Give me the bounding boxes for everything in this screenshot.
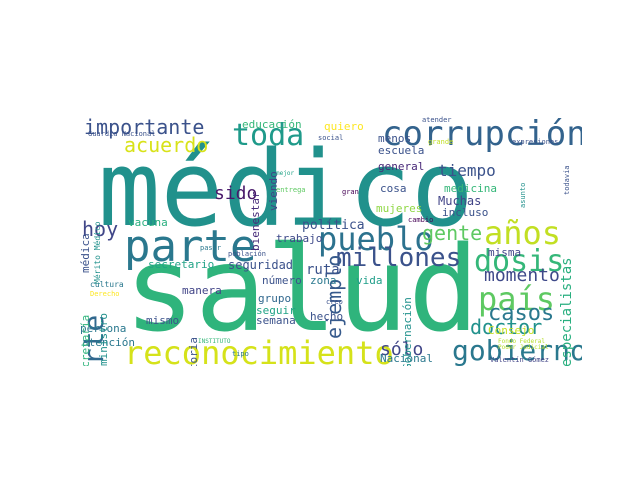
word-guardia-nacional: Guardia Nacional: [88, 130, 156, 138]
word-tipo: tipo: [232, 350, 249, 358]
word-medico: médico: [98, 128, 474, 250]
word-doctor: doctor: [470, 315, 543, 339]
word-pueblo: pueblo: [318, 220, 434, 258]
word-momento: momento: [484, 265, 560, 286]
word-creo: creo: [326, 298, 343, 306]
word-poblacion: población: [228, 250, 266, 258]
word-sido: sido: [214, 183, 258, 204]
word-numero: número: [262, 274, 302, 287]
word-gobernacion: Gobernación: [401, 297, 414, 366]
word-cosa: cosa: [380, 182, 407, 195]
word-mismo: mismo: [146, 314, 180, 327]
word-cloud: médico salud parte reconocimiento corrup…: [80, 115, 582, 366]
word-seguridad: seguridad: [228, 258, 294, 272]
word-social: social: [318, 134, 344, 142]
word-grande: grande: [428, 138, 454, 146]
word-vida: vida: [356, 274, 383, 287]
word-derecho: Derecho: [90, 290, 120, 298]
word-salud: salud: [124, 220, 480, 358]
word-dosis: dosis: [474, 244, 565, 279]
word-semana: semana: [256, 314, 296, 327]
word-reconocimiento: reconocimiento: [124, 334, 394, 366]
word-grupo: grupo: [258, 292, 292, 305]
word-todavia: todavía: [563, 165, 571, 195]
word-secretaria: Secretaría: [80, 314, 92, 366]
word-misma: misma: [488, 246, 522, 259]
word-hecho: hecho: [310, 310, 344, 323]
word-secretario: secretario: [148, 258, 215, 271]
word-pais: país: [478, 280, 556, 318]
word-medicina: medicina: [444, 182, 497, 195]
word-atencion: atención: [82, 336, 135, 349]
word-cultura: cultura: [90, 280, 124, 289]
word-quiero: quiero: [324, 120, 364, 133]
word-general: general: [378, 160, 425, 173]
word-manera: manera: [182, 284, 222, 297]
word-parte: parte: [124, 221, 257, 272]
word-trabajo: trabajo: [276, 232, 323, 245]
word-vacuna: vacuna: [128, 216, 168, 229]
word-anos: años: [484, 214, 562, 252]
word-gran: gran: [342, 188, 359, 196]
word-toda: toda: [232, 118, 305, 153]
word-educacion: educación: [242, 118, 302, 131]
word-seguir: seguir: [256, 304, 296, 317]
word-corrupcion: corrupción: [382, 115, 582, 154]
word-menos: menos: [378, 132, 412, 145]
word-millones: millones: [336, 243, 462, 273]
word-tiempo: tiempo: [438, 161, 496, 180]
word-gente: gente: [422, 221, 483, 245]
word-mujeres: mujeres: [376, 202, 423, 215]
word-gobierno: gobierno: [452, 334, 582, 366]
word-consejo: Consejo: [488, 324, 535, 337]
word-atender: atender: [422, 116, 452, 124]
word-entrega: entrega: [276, 186, 306, 194]
word-ministro: ministro: [97, 313, 110, 366]
word-casos: casos: [488, 301, 555, 326]
word-bienestar: bienestar: [249, 191, 262, 251]
word-escuela: escuela: [378, 144, 425, 157]
word-poder-judicial: Poder Judicial: [498, 344, 549, 351]
word-politica: política: [302, 218, 365, 233]
word-persona: persona: [80, 322, 127, 335]
word-incluso: incluso: [442, 206, 489, 219]
word-zona: zona: [310, 274, 337, 287]
word-cambio: cambio: [408, 216, 434, 224]
word-solo: sólo: [380, 339, 424, 360]
word-instituto: INSTITUTO: [198, 338, 231, 345]
word-ruta: ruta: [306, 262, 340, 278]
word-expresiones: expresiones: [512, 138, 559, 146]
word-mejor: mejor: [276, 170, 295, 177]
word-valentin-gomez: Valentín Gómez: [490, 356, 550, 364]
word-pasar: pasar: [200, 244, 222, 252]
word-asunto: asunto: [519, 182, 527, 208]
word-fondo-federal: Fondo Federal: [498, 338, 545, 345]
word-merito-medico: Mérito Médico: [93, 221, 102, 284]
word-hoy: hoy: [82, 217, 119, 241]
word-medica: médica: [80, 233, 92, 273]
word-acuerdo: acuerdo: [124, 133, 209, 157]
word-especialistas: especialistas: [559, 257, 575, 366]
word-muchas: Muchas: [438, 194, 482, 208]
word-importante: importante: [84, 115, 205, 139]
word-nacional: Nacional: [380, 352, 433, 365]
